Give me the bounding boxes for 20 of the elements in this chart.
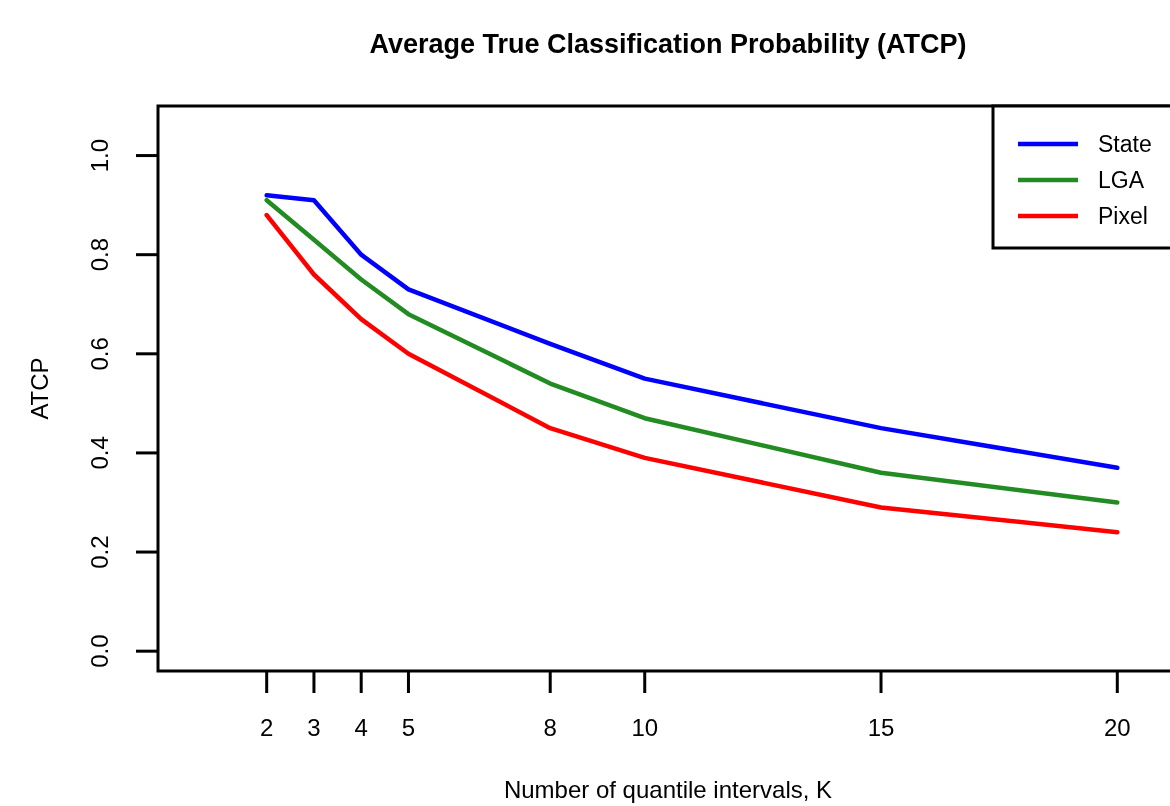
y-tick-label: 0.8 (86, 238, 113, 272)
x-tick-label: 15 (867, 714, 895, 741)
y-tick-label: 0.0 (86, 634, 113, 668)
y-tick-label: 0.6 (86, 337, 113, 371)
x-tick-label: 3 (307, 714, 321, 741)
x-axis-title: Number of quantile intervals, K (503, 776, 833, 803)
y-tick-label: 1.0 (86, 138, 113, 173)
chart-title: Average True Classification Probability (ATCP) (369, 29, 967, 59)
legend-label: Pixel (1098, 203, 1148, 229)
y-tick-label: 0.4 (86, 436, 113, 470)
y-axis-title: ATCP (26, 357, 53, 420)
x-tick-label: 10 (631, 714, 659, 741)
x-tick-label: 5 (401, 714, 416, 741)
x-tick-label: 8 (543, 714, 557, 741)
y-tick-label: 0.2 (86, 535, 113, 569)
legend-label: State (1098, 131, 1152, 157)
x-tick-label: 4 (354, 714, 368, 741)
x-tick-label: 20 (1103, 714, 1131, 741)
legend-label: LGA (1098, 167, 1145, 193)
x-tick-label: 2 (260, 714, 274, 741)
